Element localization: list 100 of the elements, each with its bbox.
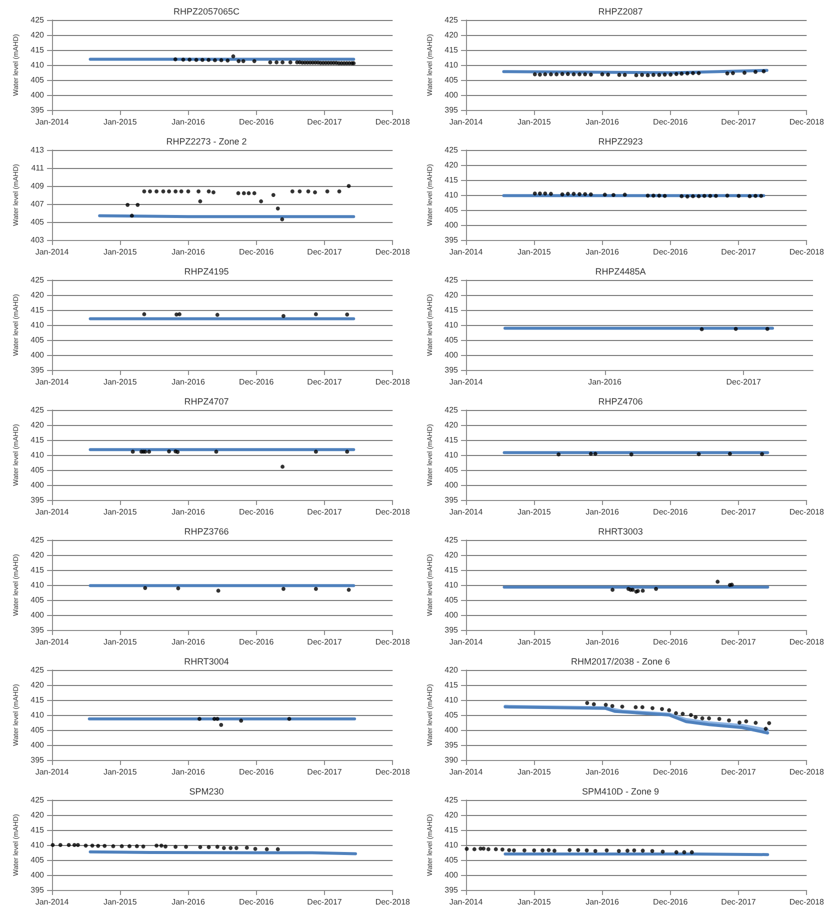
y-tick-label: 425 [444, 406, 459, 414]
x-tick-label: Dec-2017 [726, 378, 762, 386]
x-tick-label: Dec-2016 [653, 508, 688, 516]
y-tick-label: 415 [444, 680, 459, 690]
y-tick-label: 415 [30, 436, 45, 444]
y-tick-label: 415 [444, 46, 459, 54]
x-tick-label: Jan-2015 [517, 898, 552, 906]
y-tick-label: 400 [444, 870, 459, 880]
y-tick-label: 425 [30, 276, 45, 284]
y-tick-label: 400 [30, 350, 45, 360]
y-tick-label: 410 [444, 840, 459, 850]
x-tick-label: Dec-2016 [653, 768, 688, 776]
x-tick-label: Jan-2016 [586, 248, 620, 256]
point [707, 716, 712, 720]
x-tick-label: Jan-2015 [517, 768, 552, 776]
x-tick-label: Jan-2015 [517, 638, 552, 646]
point [181, 58, 186, 62]
point [298, 189, 302, 194]
x-tick-label: Jan-2016 [172, 638, 206, 646]
x-tick-label: Dec-2018 [789, 248, 825, 256]
y-tick-label: 400 [444, 350, 459, 360]
x-tick-label: Dec-2018 [789, 508, 825, 516]
y-tick-label: 405 [30, 218, 45, 226]
point [620, 704, 624, 709]
x-tick-label: Dec-2018 [789, 638, 825, 646]
point [167, 449, 172, 454]
point [212, 58, 217, 62]
point [634, 705, 638, 710]
x-tick-label: Jan-2016 [586, 638, 620, 646]
y-tick-label: 405 [30, 336, 45, 344]
chart-title: RHPZ4706 [598, 396, 643, 406]
y-tick-label: 395 [444, 626, 459, 634]
y-tick-label: 400 [444, 610, 459, 620]
point [271, 193, 276, 197]
point [130, 450, 135, 454]
y-tick-label: 405 [30, 596, 45, 604]
x-tick-label: Dec-2017 [307, 378, 342, 386]
y-tick-label: 395 [444, 236, 459, 244]
y-tick-label: 415 [444, 176, 459, 184]
y-tick-label: 395 [30, 496, 45, 504]
y-tick-label: 400 [444, 90, 459, 100]
point [345, 450, 350, 454]
x-tick-label: Jan-2015 [517, 508, 552, 516]
y-tick-label: 420 [444, 550, 459, 560]
point [136, 202, 140, 207]
x-tick-label: Jan-2014 [35, 898, 70, 906]
point [754, 720, 758, 725]
point [650, 706, 654, 710]
point [196, 189, 201, 194]
y-tick-label: 415 [444, 436, 459, 444]
y-tick-label: 405 [30, 76, 45, 84]
y-tick-label: 415 [30, 826, 45, 834]
point [680, 712, 685, 716]
x-tick-label: Dec-2018 [375, 898, 411, 906]
point [252, 191, 256, 196]
point [660, 707, 664, 711]
y-tick-label: 395 [30, 886, 45, 894]
y-tick-label: 420 [30, 550, 45, 560]
point [236, 191, 240, 196]
x-tick-label: Jan-2016 [586, 768, 620, 776]
x-tick-label: Dec-2018 [375, 768, 411, 776]
chart-title: RHRT3003 [598, 526, 643, 536]
point [211, 190, 216, 194]
x-tick-label: Jan-2016 [172, 898, 206, 906]
y-tick-label: 420 [444, 666, 459, 674]
x-tick-label: Jan-2014 [449, 768, 484, 776]
y-tick-label: 400 [444, 726, 459, 734]
y-tick-label: 410 [444, 580, 459, 590]
y-tick-label: 405 [444, 206, 459, 214]
point [246, 191, 251, 196]
x-tick-label: Dec-2016 [239, 378, 274, 386]
x-tick-label: Dec-2017 [307, 118, 342, 126]
x-tick-label: Dec-2018 [375, 118, 411, 126]
point [197, 716, 202, 721]
point [252, 59, 256, 64]
x-tick-label: Dec-2017 [721, 118, 756, 126]
y-tick-label: 410 [30, 320, 45, 330]
y-tick-label: 425 [444, 16, 459, 24]
y-tick-label: 400 [30, 480, 45, 490]
y-tick-label: 395 [444, 366, 459, 374]
y-tick-label: 425 [30, 16, 45, 24]
point [290, 189, 294, 194]
point [147, 450, 152, 454]
x-tick-label: Dec-2016 [239, 248, 274, 256]
point [744, 719, 748, 724]
point [737, 720, 742, 724]
x-tick-label: Dec-2018 [375, 508, 411, 516]
chart-title: RHPZ2057065C [173, 6, 240, 16]
point [186, 189, 190, 194]
y-tick-label: 415 [444, 566, 459, 574]
x-tick-label: Dec-2018 [789, 768, 825, 776]
point [276, 206, 280, 210]
chart-title: RHPZ3766 [184, 526, 229, 536]
x-tick-label: Dec-2016 [239, 898, 274, 906]
point [268, 60, 272, 64]
x-tick-label: Jan-2015 [517, 248, 552, 256]
x-tick-label: Jan-2014 [35, 638, 70, 646]
point [640, 705, 644, 710]
point [179, 189, 184, 194]
y-tick-label: 405 [30, 856, 45, 864]
